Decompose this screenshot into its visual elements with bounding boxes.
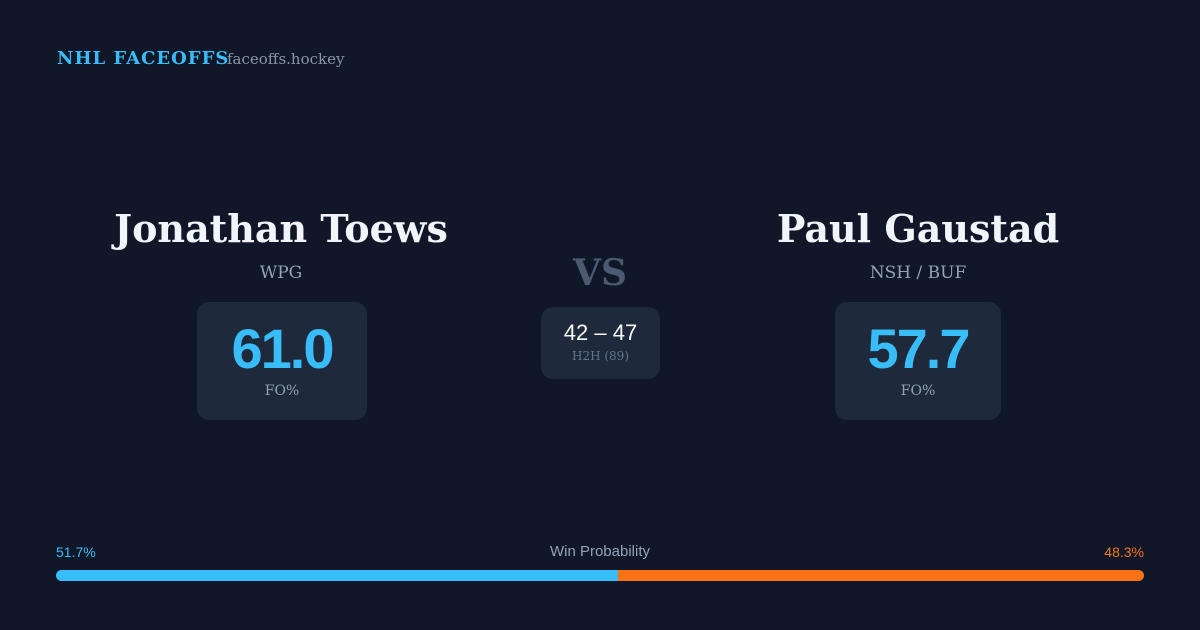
player-team: NSH / BUF: [869, 263, 967, 283]
fo-label: FO%: [900, 383, 936, 399]
site: faceoffs.hockey: [227, 50, 345, 68]
win-prob-segment: [56, 570, 619, 581]
win-prob-title: Win Probability: [549, 543, 651, 560]
player-name: Paul Gaustad: [776, 206, 1060, 251]
fo-label: FO%: [264, 383, 300, 399]
player-name: Jonathan Toews: [114, 206, 448, 251]
fo-box: 57.7 FO%: [835, 302, 1001, 420]
win-prob-label: 51.7%: [56, 544, 96, 560]
versus: VS: [573, 252, 627, 294]
fo-pct: 57.7: [867, 317, 971, 380]
h2h-box: 42 – 47 H2H (89): [541, 307, 660, 379]
fo-pct: 61.0: [231, 317, 335, 380]
fo-box: 61.0 FO%: [197, 302, 367, 420]
h2h-label: H2H (89): [571, 349, 629, 363]
player-team: WPG: [259, 263, 303, 283]
brand: NHL FACEOFFS: [57, 48, 230, 69]
win-prob-segment: [618, 570, 1144, 581]
win-prob-bar: [56, 570, 1144, 581]
h2h-score: 42 – 47: [563, 320, 638, 345]
win-prob-label: 48.3%: [1104, 544, 1144, 560]
